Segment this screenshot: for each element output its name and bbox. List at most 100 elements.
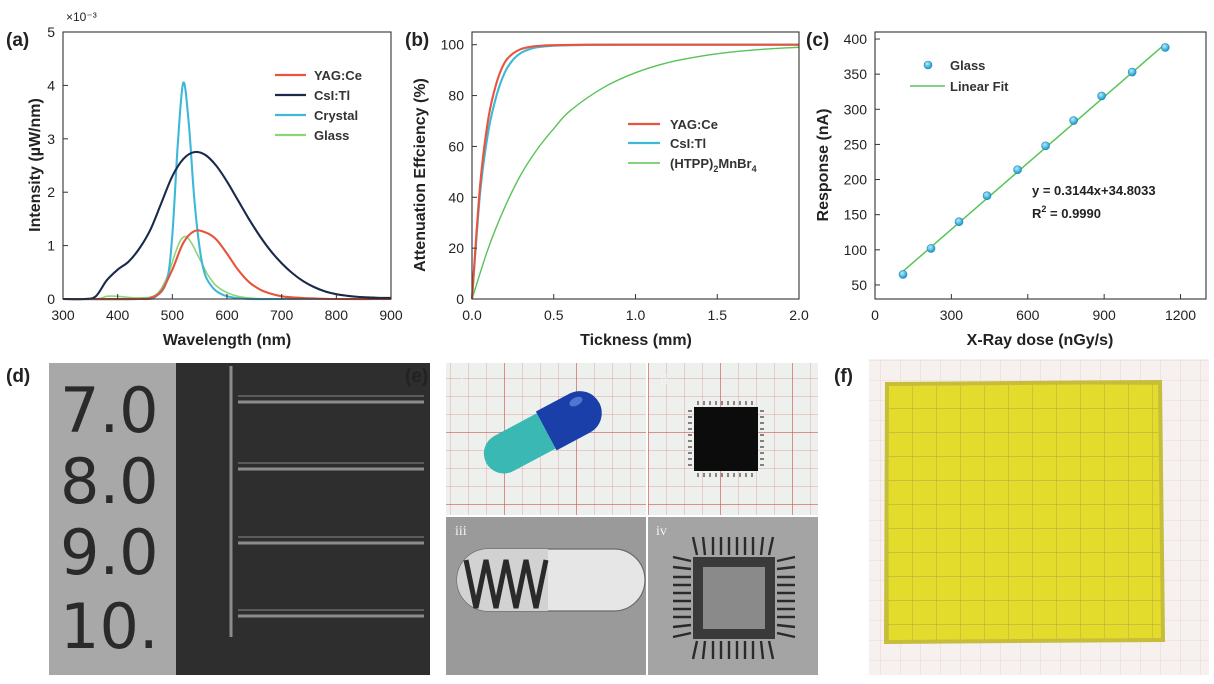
scatter-point-glass <box>1070 117 1078 125</box>
chart-b-xtick-label: 2.0 <box>789 307 809 323</box>
chart-a-ytick-label: 3 <box>47 131 55 147</box>
legend-label-b-yagce: YAG:Ce <box>670 117 718 132</box>
chart-b-ytick-label: 40 <box>448 189 464 205</box>
chart-b-ytick-label: 60 <box>448 138 464 154</box>
chart-a-xtick-label: 800 <box>325 307 349 323</box>
series-line-b-htpp-2mnbr4 <box>472 47 799 299</box>
scatter-point-glass <box>1161 43 1169 51</box>
chart-c-ytick-label: 400 <box>844 31 868 47</box>
scatter-point-glass <box>1098 92 1106 100</box>
chart-a-xtick-label: 300 <box>51 307 75 323</box>
chart-c: (c) 0 300 600 900 1200 50 100 150 200 250 300 350 4… <box>806 30 1206 349</box>
legend-swatch-c-glass <box>924 61 932 69</box>
photo-e-label-ii: ii <box>660 373 668 388</box>
chart-c-ytick-label: 50 <box>851 277 867 293</box>
chart-b-ylabel: Attenuation Effciency (%) <box>412 78 429 272</box>
photo-e-label-iii: iii <box>455 524 467 539</box>
chart-c-xlabel: X-Ray dose (nGy/s) <box>967 332 1114 349</box>
photo-d-label-9: 9.0 <box>60 516 159 589</box>
chart-a-ylabel: Intensity (µW/nm) <box>27 98 44 232</box>
chart-a: (a) ×10⁻³ 300 400 500 600 700 800 900 0 1 2 3 4 5 W… <box>6 10 403 349</box>
chart-a-xlabel: Wavelength (nm) <box>163 332 291 349</box>
scatter-point-glass <box>899 270 907 278</box>
chart-b-xtick-label: 1.5 <box>708 307 728 323</box>
series-line-linear-fit <box>903 44 1165 272</box>
legend-label-yagce: YAG:Ce <box>314 68 362 83</box>
chart-a-xtick-label: 900 <box>379 307 403 323</box>
chart-b-x-ticks: 0.0 0.5 1.0 1.5 2.0 <box>462 294 809 323</box>
series-line-glass <box>63 236 391 299</box>
chart-a-ytick-label: 4 <box>47 77 55 93</box>
chart-c-ylabel: Response (nA) <box>815 109 832 222</box>
photo-e-chip <box>688 401 764 477</box>
series-line-b-csi-tl <box>472 45 799 299</box>
chart-a-xtick-label: 500 <box>161 307 185 323</box>
legend-label-b-csitl: CsI:Tl <box>670 136 706 151</box>
chart-a-scale-note: ×10⁻³ <box>66 10 97 24</box>
scatter-point-glass <box>1128 68 1136 76</box>
chart-c-ytick-label: 300 <box>844 101 868 117</box>
panel-label-c: (c) <box>806 30 829 51</box>
chart-c-xtick-label: 300 <box>940 307 964 323</box>
chart-a-xtick-label: 700 <box>270 307 294 323</box>
scatter-point-glass <box>955 218 963 226</box>
chart-c-frame <box>875 32 1206 299</box>
panel-label-f: (f) <box>834 366 853 387</box>
chart-c-ytick-label: 200 <box>844 172 868 188</box>
panel-label-a: (a) <box>6 30 29 51</box>
scatter-point-glass <box>983 192 991 200</box>
chart-b-xtick-label: 1.0 <box>626 307 646 323</box>
photo-e-label-iv: iv <box>656 524 667 539</box>
chart-a-ytick-label: 2 <box>47 184 55 200</box>
chart-c-series <box>899 43 1169 278</box>
panel-label-d: (d) <box>6 366 30 387</box>
legend-label-glass: Glass <box>314 128 349 143</box>
chart-a-ytick-label: 1 <box>47 238 55 254</box>
photo-d-label-8: 8.0 <box>60 445 159 518</box>
photo-e-xray-capsule <box>457 549 645 611</box>
chart-c-x-ticks: 0 300 600 900 1200 <box>871 294 1196 323</box>
scatter-point-glass <box>1014 166 1022 174</box>
series-line-yag-ce <box>63 230 391 299</box>
scatter-point-glass <box>1042 142 1050 150</box>
chart-c-xtick-label: 0 <box>871 307 879 323</box>
chart-c-r2: R2 = 0.9990 <box>1032 204 1101 221</box>
panel-label-e: (e) <box>405 366 428 387</box>
legend-label-c-fit: Linear Fit <box>950 79 1009 94</box>
legend-label-c-glass: Glass <box>950 58 985 73</box>
photo-e: (e) i ii iii iv <box>405 363 818 675</box>
chart-c-ytick-label: 250 <box>844 136 868 152</box>
chart-a-ytick-label: 5 <box>47 24 55 40</box>
chart-a-y-ticks: 0 1 2 3 4 5 <box>47 24 68 307</box>
photo-d: (d) 7.0 8.0 9.0 10. <box>6 363 430 675</box>
series-line-b-yag-ce <box>472 45 799 299</box>
chart-c-xtick-label: 900 <box>1092 307 1116 323</box>
chart-c-xtick-label: 600 <box>1016 307 1040 323</box>
chart-b-series <box>472 45 799 299</box>
chart-b-ytick-label: 100 <box>441 37 465 53</box>
series-line-csi-tl <box>63 152 391 299</box>
photo-d-label-10: 10. <box>60 590 159 663</box>
photo-f: (f) <box>834 359 1209 675</box>
panel-label-b: (b) <box>405 30 429 51</box>
chart-b-legend: YAG:Ce CsI:Tl (HTPP)2MnBr4 <box>628 117 757 174</box>
chart-b-ytick-label: 20 <box>448 240 464 256</box>
legend-label-b-htpp: (HTPP)2MnBr4 <box>670 156 757 174</box>
chart-b-ytick-label: 80 <box>448 88 464 104</box>
chart-c-xtick-label: 1200 <box>1165 307 1196 323</box>
legend-label-crystal: Crystal <box>314 108 358 123</box>
chart-b: (b) 0.0 0.5 1.0 1.5 2.0 0 20 40 60 80 100 Ticknes… <box>405 30 809 349</box>
chart-c-legend: Glass Linear Fit <box>910 58 1009 94</box>
chart-a-xtick-label: 600 <box>215 307 239 323</box>
chart-b-xlabel: Tickness (mm) <box>580 332 692 349</box>
chart-b-ytick-label: 0 <box>456 291 464 307</box>
photo-e-label-i: i <box>460 373 464 388</box>
chart-c-ytick-label: 150 <box>844 207 868 223</box>
legend-label-csitl: CsI:Tl <box>314 88 350 103</box>
chart-a-ytick-label: 0 <box>47 291 55 307</box>
chart-c-ytick-label: 100 <box>844 242 868 258</box>
chart-b-xtick-label: 0.5 <box>544 307 564 323</box>
chart-a-xtick-label: 400 <box>106 307 130 323</box>
photo-d-label-7: 7.0 <box>60 374 159 447</box>
